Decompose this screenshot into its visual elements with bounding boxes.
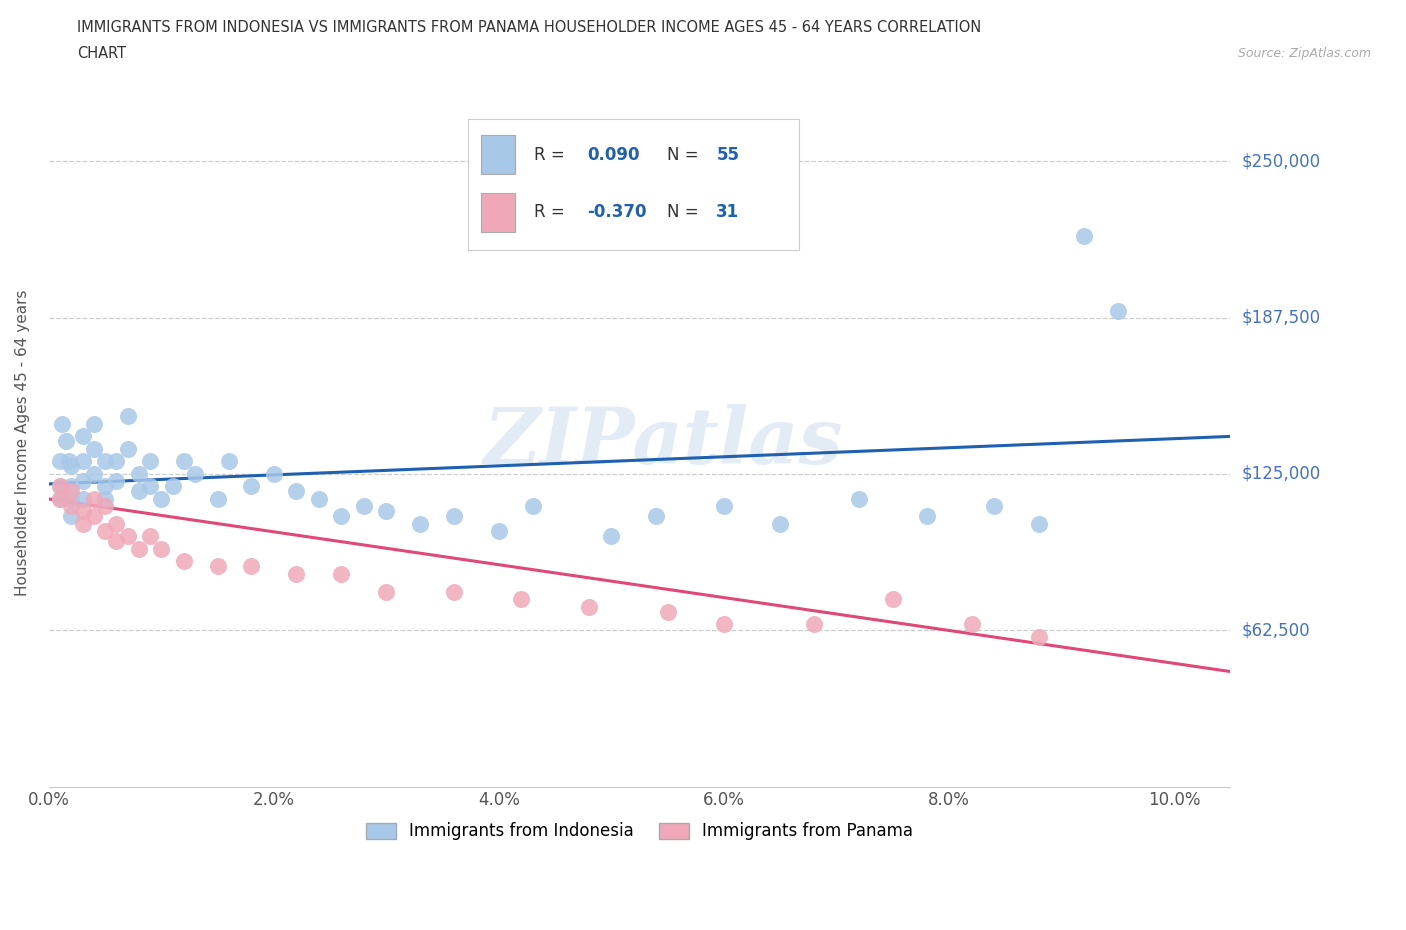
Point: [162, 479, 184, 494]
Point: [128, 484, 150, 498]
Point: [117, 409, 139, 424]
Point: [94, 454, 117, 469]
Point: [83, 509, 105, 524]
Text: ZIPatlas: ZIPatlas: [484, 405, 842, 481]
Point: [94, 492, 117, 507]
Point: [94, 524, 117, 538]
Point: [49, 454, 72, 469]
Point: [769, 516, 792, 531]
Point: [522, 499, 544, 514]
Point: [60, 459, 83, 474]
Point: [218, 454, 240, 469]
Point: [51, 417, 73, 432]
Point: [848, 492, 870, 507]
Point: [105, 516, 128, 531]
Point: [150, 541, 173, 556]
Point: [94, 499, 117, 514]
Point: [60, 484, 83, 498]
Point: [72, 516, 94, 531]
Point: [263, 467, 285, 482]
Point: [72, 504, 94, 519]
Point: [578, 599, 600, 614]
Point: [117, 442, 139, 457]
Point: [882, 591, 904, 606]
Point: [330, 566, 353, 581]
Point: [72, 454, 94, 469]
Point: [285, 484, 308, 498]
Text: $250,000: $250,000: [1241, 153, 1320, 170]
Point: [443, 584, 465, 599]
Point: [60, 492, 83, 507]
Point: [207, 492, 229, 507]
Point: [330, 509, 353, 524]
Point: [83, 442, 105, 457]
Point: [353, 499, 375, 514]
Point: [49, 492, 72, 507]
Point: [60, 479, 83, 494]
Point: [657, 604, 679, 619]
Point: [240, 479, 263, 494]
Point: [105, 534, 128, 549]
Point: [645, 509, 668, 524]
Point: [803, 617, 825, 631]
Point: [105, 454, 128, 469]
Point: [83, 492, 105, 507]
Point: [72, 429, 94, 444]
Point: [49, 479, 72, 494]
Point: [983, 499, 1005, 514]
Point: [1028, 516, 1050, 531]
Text: IMMIGRANTS FROM INDONESIA VS IMMIGRANTS FROM PANAMA HOUSEHOLDER INCOME AGES 45 -: IMMIGRANTS FROM INDONESIA VS IMMIGRANTS …: [77, 20, 981, 35]
Text: $62,500: $62,500: [1241, 621, 1310, 639]
Point: [58, 454, 80, 469]
Point: [713, 617, 735, 631]
Point: [60, 499, 83, 514]
Text: CHART: CHART: [77, 46, 127, 61]
Point: [150, 492, 173, 507]
Y-axis label: Householder Income Ages 45 - 64 years: Householder Income Ages 45 - 64 years: [15, 289, 30, 596]
Point: [375, 584, 398, 599]
Point: [49, 492, 72, 507]
Text: $187,500: $187,500: [1241, 309, 1320, 326]
Point: [83, 467, 105, 482]
Point: [1073, 229, 1095, 244]
Point: [72, 492, 94, 507]
Point: [285, 566, 308, 581]
Point: [240, 559, 263, 574]
Point: [488, 524, 510, 538]
Point: [72, 474, 94, 489]
Point: [960, 617, 983, 631]
Point: [128, 541, 150, 556]
Point: [55, 434, 77, 449]
Point: [60, 509, 83, 524]
Point: [184, 467, 207, 482]
Text: Source: ZipAtlas.com: Source: ZipAtlas.com: [1237, 46, 1371, 60]
Point: [409, 516, 432, 531]
Point: [510, 591, 533, 606]
Point: [117, 529, 139, 544]
Point: [173, 454, 195, 469]
Point: [600, 529, 623, 544]
Point: [139, 479, 162, 494]
Point: [308, 492, 330, 507]
Point: [105, 474, 128, 489]
Point: [1107, 304, 1129, 319]
Text: $125,000: $125,000: [1241, 465, 1320, 483]
Point: [1028, 629, 1050, 644]
Point: [915, 509, 938, 524]
Point: [375, 504, 398, 519]
Point: [49, 479, 72, 494]
Point: [128, 467, 150, 482]
Point: [207, 559, 229, 574]
Legend: Immigrants from Indonesia, Immigrants from Panama: Immigrants from Indonesia, Immigrants fr…: [359, 816, 920, 847]
Point: [713, 499, 735, 514]
Point: [443, 509, 465, 524]
Point: [139, 529, 162, 544]
Point: [139, 454, 162, 469]
Point: [94, 479, 117, 494]
Point: [173, 554, 195, 569]
Point: [83, 417, 105, 432]
